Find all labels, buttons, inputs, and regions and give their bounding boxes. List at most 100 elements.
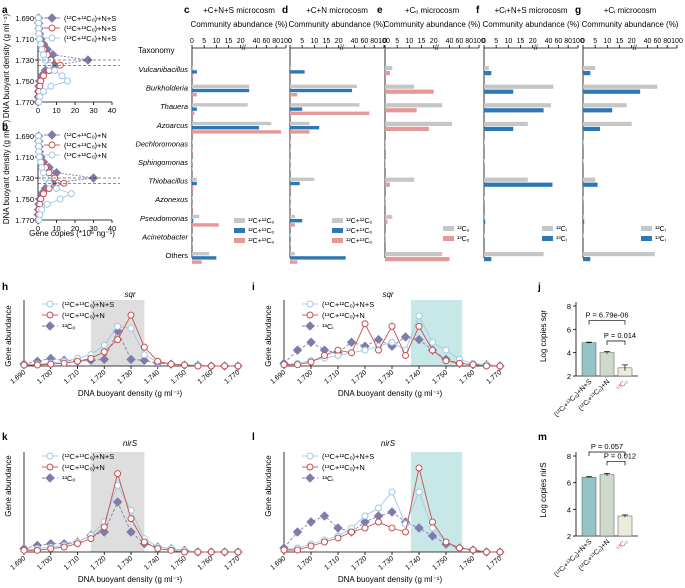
bar xyxy=(385,145,386,150)
legend-a-3: (¹³C+¹²Cₒ)+N+S xyxy=(64,34,116,43)
bar xyxy=(385,252,443,257)
bar xyxy=(192,237,193,241)
axis-break: // xyxy=(242,45,246,52)
bar xyxy=(385,108,417,113)
bar xyxy=(290,237,291,241)
bar xyxy=(583,145,584,150)
data-point xyxy=(154,545,162,553)
bar xyxy=(583,257,591,262)
data-point xyxy=(456,544,463,552)
legend-marker xyxy=(47,13,57,23)
data-point xyxy=(221,548,229,556)
panel-g-title: +Cᵢ microcosm xyxy=(604,6,657,15)
bar xyxy=(290,204,291,208)
p-value-2: P = 0.012 xyxy=(604,451,636,460)
axis-break: // xyxy=(340,45,344,52)
x-tick-label: 40 xyxy=(351,38,359,45)
bar xyxy=(599,474,615,537)
bar xyxy=(484,71,492,76)
data-point xyxy=(207,362,215,370)
bar xyxy=(290,260,298,264)
p-value-1: P = 0.057 xyxy=(591,442,623,451)
panel-i-plot: 1.690 1.700 1.710 1.720 1.730 1.740 1.750 1.760… xyxy=(269,300,505,386)
bar xyxy=(192,181,197,186)
x-tick-label: 10 xyxy=(212,38,220,45)
bar xyxy=(192,103,248,107)
legend-marker xyxy=(48,141,56,149)
y-tick-label: 1.750 xyxy=(15,195,34,204)
data-point xyxy=(99,527,109,537)
data-point xyxy=(402,528,409,536)
data-point xyxy=(429,338,436,346)
bar xyxy=(192,163,193,167)
legend-b-1: (¹²C+¹³Cₒ)+N xyxy=(64,131,107,140)
data-point xyxy=(126,354,136,365)
bar xyxy=(484,108,544,113)
data-point xyxy=(140,343,148,351)
legend-a-1: (¹²C+¹²Cₒ)+N+S xyxy=(64,14,116,23)
x-tick-label: 1.740 xyxy=(143,369,161,386)
data-point xyxy=(375,518,382,526)
bar xyxy=(290,200,291,204)
panel-h-ylabel: Gene abundance xyxy=(4,305,13,367)
data-point xyxy=(47,82,55,90)
data-point xyxy=(483,362,490,370)
x-tick-label: 1.750 xyxy=(170,369,188,386)
bar xyxy=(484,214,486,219)
bar xyxy=(583,71,591,76)
data-point xyxy=(319,511,330,521)
data-point xyxy=(234,548,242,556)
panel-letter-i: i xyxy=(252,282,255,293)
panel-h-plot: 1.690 1.700 1.710 1.720 1.730 1.740 1.750 1.760… xyxy=(9,300,243,386)
data-point xyxy=(375,504,382,512)
x-tick-label: 1.730 xyxy=(116,555,134,572)
legend-label: ¹²C+¹³Cₒ xyxy=(346,228,373,235)
panel-k-gene: nirS xyxy=(123,439,138,448)
legend-label: (¹³C+¹²Cₒ)+N xyxy=(322,463,365,472)
data-point xyxy=(427,531,438,541)
legend-label: ¹²C+¹²Cₒ xyxy=(248,218,275,225)
x-tick-label: 1.690 xyxy=(269,369,287,386)
panels-density-curves: 1.690 1.700 1.710 1.720 1.730 1.740 1.750 1.760… xyxy=(2,282,505,584)
bar xyxy=(385,159,386,164)
bar xyxy=(599,352,615,377)
bar xyxy=(192,260,202,264)
bar xyxy=(583,103,627,108)
taxon-label: Others xyxy=(165,251,188,260)
bar xyxy=(192,214,200,219)
bar xyxy=(290,121,310,126)
bar xyxy=(583,177,596,182)
data-point xyxy=(373,334,384,345)
data-point xyxy=(167,360,175,368)
bar xyxy=(385,201,386,206)
category-label: ¹³Cₒ xyxy=(616,378,630,392)
x-tick-label: 40 xyxy=(545,38,553,45)
x-tick-label: 10 xyxy=(405,38,413,45)
legend-marker xyxy=(48,34,56,42)
panel-e-xlabel: Community abundance (%) xyxy=(384,20,481,29)
taxonomy-label: Taxonomy xyxy=(138,46,174,55)
data-point xyxy=(100,523,108,531)
data-point xyxy=(126,527,136,537)
legend-label: ¹²Cᵢ xyxy=(556,226,567,233)
bar xyxy=(192,256,217,260)
data-point xyxy=(47,360,55,368)
panel-letter-l: l xyxy=(252,432,255,443)
y-tick-label: 1.710 xyxy=(15,35,34,44)
legend-swatch xyxy=(443,236,454,241)
bar xyxy=(192,252,210,256)
legend-label: (¹³C+¹²Cₒ)+N xyxy=(322,311,365,320)
data-point xyxy=(127,506,135,514)
bar xyxy=(385,257,450,262)
data-point xyxy=(40,72,48,80)
panel-letter-a: a xyxy=(2,5,8,16)
legend-label: (¹²C+¹³Cₒ)+N xyxy=(62,463,105,472)
legend-swatch xyxy=(332,228,343,233)
data-point xyxy=(469,546,477,554)
y-tick-label: 1.770 xyxy=(15,98,34,107)
legend-swatch xyxy=(641,226,652,231)
data-point xyxy=(307,542,315,550)
data-point xyxy=(496,548,504,556)
